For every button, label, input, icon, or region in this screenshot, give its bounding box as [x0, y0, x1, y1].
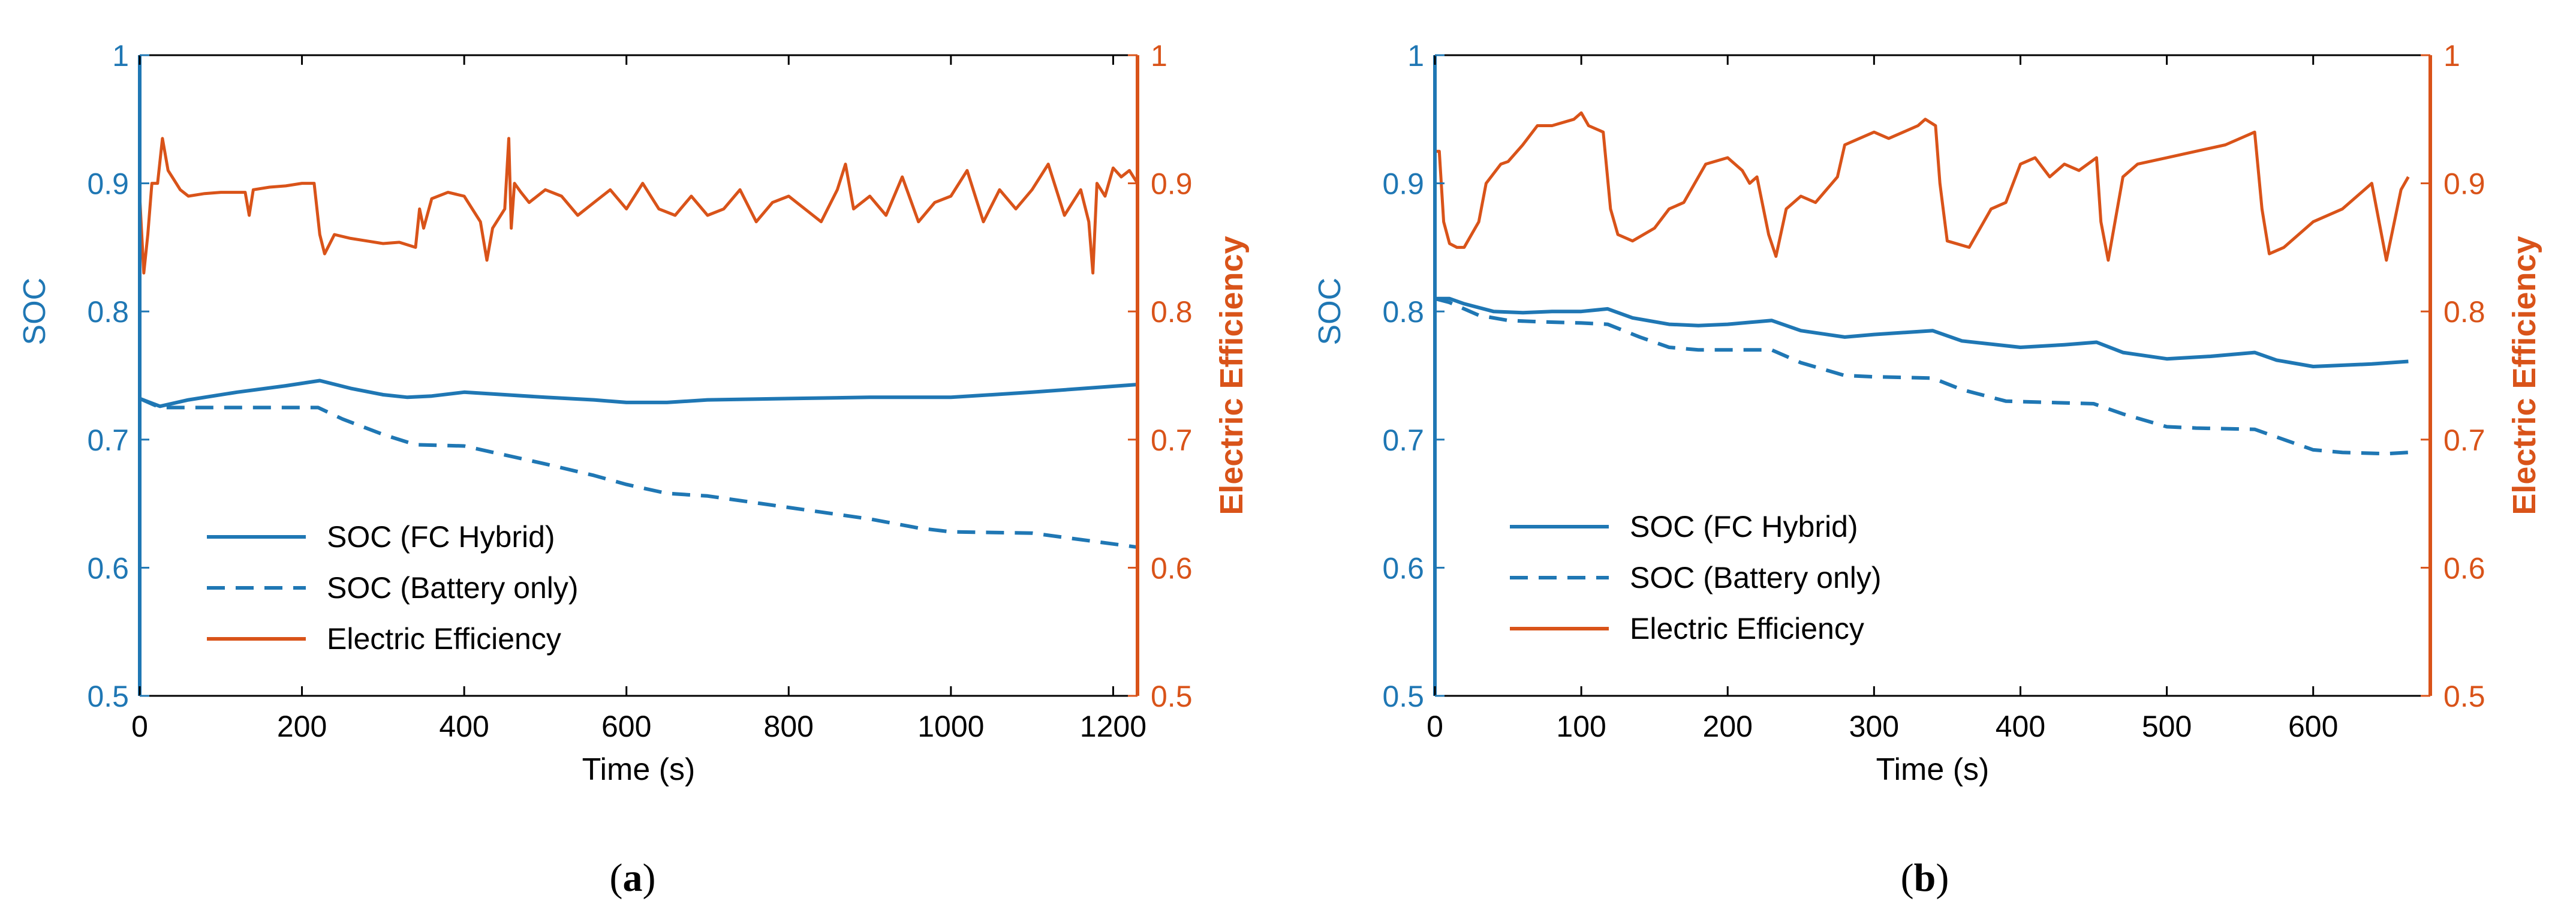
series-line-2 [139, 397, 1138, 549]
panel-b: 0 100 200 300 400 500 600 0.5 0.6 0.7 0.8 0.9 1 0.5 0.… [1313, 39, 2542, 787]
caption-a-label: a [623, 856, 643, 900]
x-tick-label: 500 [2142, 710, 2192, 743]
left-tick-label: 1 [112, 39, 129, 73]
right-tick-label: 0.7 [2443, 424, 2485, 457]
right-tick-label: 0.7 [1151, 424, 1193, 457]
left-tick-label: 0.5 [87, 680, 129, 713]
x-axis-title: Time (s) [1876, 752, 1990, 787]
left-tick-label: 0.6 [87, 551, 129, 585]
panel-a: 0 200 400 600 800 1000 12000.50.60.70.80.910.5… [17, 39, 1250, 787]
series-line-3 [138, 137, 1139, 275]
series-line-2 [1434, 296, 2409, 456]
x-tick-label: 800 [764, 710, 814, 743]
left-axis-title: SOC [17, 278, 52, 346]
x-tick-label: 200 [277, 710, 327, 743]
left-tick-label: 0.9 [87, 167, 129, 201]
left-tick-label: 1 [1407, 39, 1424, 73]
series-line-1 [1435, 296, 2409, 368]
right-tick-label: 0.6 [2443, 551, 2485, 585]
left-tick-label: 0.9 [1382, 167, 1424, 201]
x-axis-title: Time (s) [582, 752, 696, 787]
x-tick-label: 0 [131, 710, 148, 743]
x-tick-label: 1200 [1080, 710, 1146, 743]
series-line-1 [139, 379, 1138, 409]
legend-label-2: SOC (Battery only) [327, 571, 579, 605]
left-tick-label: 0.6 [1382, 551, 1424, 585]
right-tick-label: 0.9 [2443, 167, 2485, 201]
legend-label-3: Electric Efficiency [1630, 612, 1864, 645]
x-tick-label: 600 [601, 710, 651, 743]
x-tick-label: 100 [1556, 710, 1606, 743]
left-tick-label: 0.7 [87, 424, 129, 457]
x-tick-label: 600 [2288, 710, 2338, 743]
left-tick-label: 0.7 [1382, 424, 1424, 457]
series-line-3 [1435, 111, 2410, 262]
left-axis-title: SOC [1313, 278, 1347, 346]
left-tick-label: 0.8 [87, 295, 129, 329]
right-tick-label: 0.6 [1151, 551, 1193, 585]
legend-label-2: SOC (Battery only) [1630, 561, 1882, 594]
x-tick-label: 1000 [917, 710, 984, 743]
caption-a: (a) [610, 856, 656, 900]
legend-label-1: SOC (FC Hybrid) [1630, 510, 1858, 543]
caption-b: (b) [1901, 856, 1949, 900]
right-tick-label: 1 [1151, 39, 1167, 73]
right-tick-label: 0.5 [1151, 680, 1193, 713]
x-tick-label: 400 [1996, 710, 2045, 743]
left-tick-label: 0.5 [1382, 680, 1424, 713]
x-tick-label: 300 [1849, 710, 1899, 743]
right-axis-title: Electric Efficiency [1214, 236, 1250, 515]
right-axis-title: Electric Efficiency [2506, 236, 2542, 515]
x-tick-label: 200 [1703, 710, 1753, 743]
right-tick-label: 0.8 [1151, 295, 1193, 329]
right-tick-label: 0.9 [1151, 167, 1193, 201]
right-tick-label: 0.5 [2443, 680, 2485, 713]
left-tick-label: 0.8 [1382, 295, 1424, 329]
right-tick-label: 0.8 [2443, 295, 2485, 329]
right-tick-label: 1 [2443, 39, 2460, 73]
caption-b-label: b [1914, 856, 1936, 900]
legend-label-1: SOC (FC Hybrid) [327, 520, 555, 554]
x-tick-label: 0 [1427, 710, 1443, 743]
x-tick-label: 400 [439, 710, 489, 743]
legend-label-3: Electric Efficiency [327, 622, 561, 656]
